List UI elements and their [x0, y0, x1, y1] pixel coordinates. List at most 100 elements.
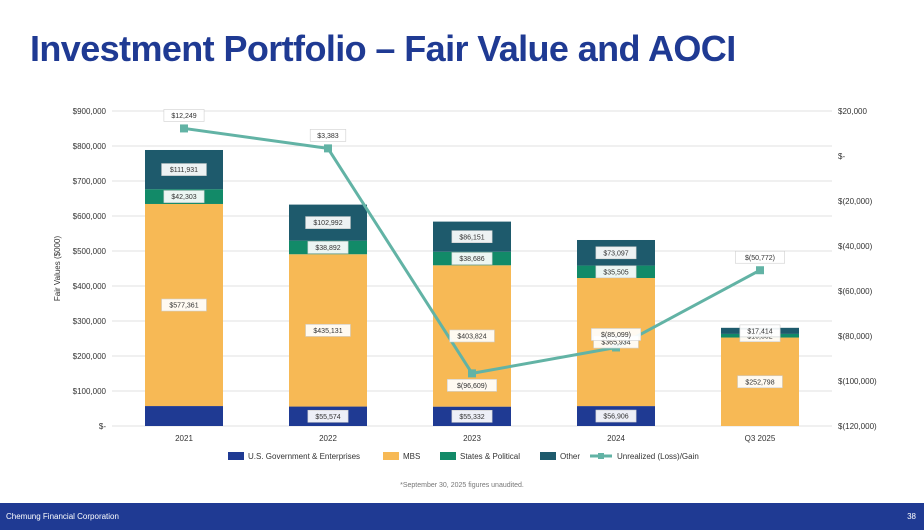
line-marker: [468, 369, 476, 378]
data-label-box: [451, 410, 493, 423]
data-label-box: [163, 109, 205, 122]
bar-label-states: $38,686: [451, 252, 493, 265]
data-label-box: [305, 216, 351, 229]
data-label-box: [449, 329, 495, 343]
legend-item: MBS: [383, 452, 420, 461]
data-label: $111,931: [170, 167, 198, 174]
y2-tick-label: $20,000: [838, 107, 867, 116]
bar-label-other: $102,992: [305, 216, 351, 229]
page-number: 38: [907, 512, 916, 521]
data-label-box: [161, 298, 207, 312]
y-tick-label: $800,000: [73, 142, 107, 151]
data-label-box: [163, 190, 205, 203]
y-tick-label: $200,000: [73, 352, 107, 361]
bar-label-mbs: $577,361: [161, 298, 207, 312]
data-label: $365,934: [601, 340, 630, 347]
y2-tick-label: $(120,000): [838, 422, 877, 431]
data-label-box: [305, 324, 351, 337]
line-label: $3,383: [309, 129, 347, 142]
bar-label-us_gov: $55,574: [307, 409, 349, 423]
line-marker: [180, 124, 188, 133]
bar-label-other: $86,151: [451, 230, 493, 243]
data-label: $435,131: [313, 328, 342, 335]
x-tick-label: 2021: [175, 434, 193, 443]
data-label-box: [734, 250, 785, 264]
x-tick-label: 2024: [607, 434, 625, 443]
x-tick-label: 2023: [463, 434, 481, 443]
bar-label-mbs: $403,824: [449, 329, 495, 343]
data-label: $252,798: [745, 379, 774, 386]
data-label: $73,097: [603, 250, 628, 257]
y-tick-label: $500,000: [73, 247, 107, 256]
data-label: $35,505: [603, 269, 628, 276]
line-marker: [324, 144, 332, 153]
line-label: $12,249: [163, 109, 205, 122]
bar-label-other: $17,414: [739, 324, 781, 338]
data-label: $55,332: [459, 414, 484, 421]
y-axis-title: Fair Values ($000): [53, 236, 62, 302]
legend-label: MBS: [403, 452, 420, 461]
data-label-box: [595, 246, 637, 260]
data-label-box: [309, 129, 347, 142]
data-label: $55,574: [315, 414, 340, 421]
line-label: $(50,772): [734, 250, 785, 264]
legend-item: U.S. Government & Enterprises: [228, 452, 360, 461]
data-label-box: [307, 409, 349, 423]
legend-label: Other: [560, 452, 580, 461]
bar-label-other: $73,097: [595, 246, 637, 260]
data-label: $(96,609): [457, 383, 487, 390]
legend-item: Other: [540, 452, 580, 461]
data-label-box: [446, 379, 497, 392]
legend-swatch: [540, 452, 556, 460]
y-tick-label: $400,000: [73, 282, 107, 291]
data-label-box: [739, 324, 781, 338]
data-label: $(50,772): [745, 255, 775, 262]
data-label-box: [590, 328, 641, 341]
data-label: $42,303: [171, 194, 196, 201]
legend-label: U.S. Government & Enterprises: [248, 452, 360, 461]
data-label: $38,892: [315, 245, 340, 252]
legend-swatch: [228, 452, 244, 460]
data-label-box: [595, 409, 637, 423]
data-label-box: [307, 241, 349, 254]
data-label: $403,824: [457, 334, 486, 341]
bar-label-states: $38,892: [307, 241, 349, 254]
bar-label-states: $42,303: [163, 190, 205, 203]
line-label: $(85,099): [590, 328, 641, 341]
data-label-box: [161, 163, 207, 176]
legend-swatch: [440, 452, 456, 460]
line-label: $(96,609): [446, 379, 497, 392]
bar-label-other: $111,931: [161, 163, 207, 176]
data-label-box: [451, 230, 493, 243]
y-tick-label: $700,000: [73, 177, 107, 186]
footer-bar: Chemung Financial Corporation 38: [0, 503, 924, 530]
bar-label-us_gov: $55,332: [451, 410, 493, 423]
data-label: $17,414: [747, 328, 772, 335]
y-tick-label: $900,000: [73, 107, 107, 116]
data-label: $86,151: [459, 234, 484, 241]
footnote: *September 30, 2025 figures unaudited.: [400, 482, 524, 489]
legend-label: Unrealized (Loss)/Gain: [617, 452, 699, 461]
legend-item: States & Political: [440, 452, 520, 461]
bar-label-states: $35,505: [595, 265, 637, 279]
data-label: $102,992: [313, 220, 342, 227]
data-label: $12,249: [171, 113, 196, 120]
x-tick-label: 2022: [319, 434, 337, 443]
legend-item: Unrealized (Loss)/Gain: [590, 452, 699, 461]
line-marker: [756, 266, 764, 275]
bar-us_gov: [145, 406, 223, 426]
x-tick-label: Q3 2025: [745, 434, 776, 443]
y2-tick-label: $(80,000): [838, 332, 873, 341]
y2-tick-label: $(60,000): [838, 287, 873, 296]
y-tick-label: $100,000: [73, 387, 107, 396]
portfolio-chart: $577,361 $42,303 $111,931 $55,574 $435,131 $3…: [53, 107, 877, 461]
data-label: $(85,099): [601, 332, 631, 339]
data-label: $56,906: [603, 414, 628, 421]
data-label-box: [451, 252, 493, 265]
y-tick-label: $600,000: [73, 212, 107, 221]
data-label-box: [595, 265, 637, 279]
bar-label-us_gov: $56,906: [595, 409, 637, 423]
data-label: $3,383: [317, 133, 339, 140]
legend-swatch-marker: [598, 453, 604, 459]
data-label-box: [737, 375, 783, 389]
